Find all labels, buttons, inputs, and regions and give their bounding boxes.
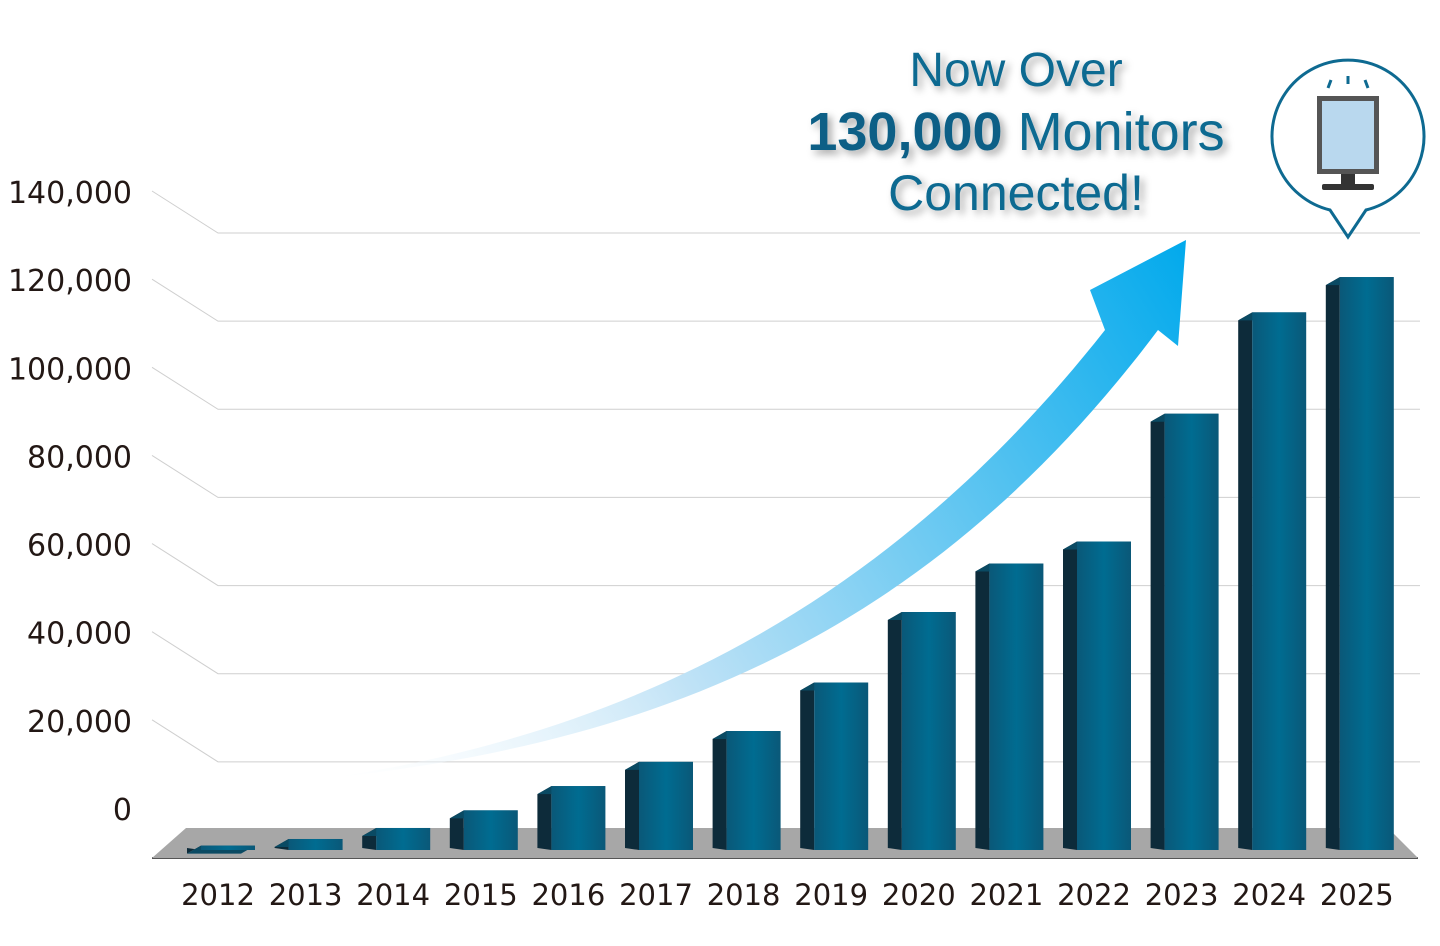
headline-monitors: Monitors [1003, 102, 1225, 162]
y-tick-label: 0 [113, 793, 132, 828]
bar-front [901, 612, 956, 850]
bar-front [989, 563, 1044, 850]
bar-2020 [887, 612, 956, 850]
x-axis-ticks: 2012 2013 2014 2015 2016 2017 2018 2019 2020 2021… [181, 878, 1394, 912]
bar-front [201, 845, 255, 850]
bar-front [639, 761, 693, 850]
x-tick-label: 2023 [1145, 878, 1219, 912]
headline-count: 130,000 [807, 102, 1002, 162]
bar-2019 [800, 682, 869, 850]
bar-side [1150, 413, 1165, 850]
y-tick-label: 100,000 [8, 352, 132, 387]
bar-2025 [1325, 277, 1394, 851]
y-tick-label: 80,000 [27, 440, 132, 475]
x-tick-label: 2024 [1232, 878, 1306, 912]
bar-front [551, 786, 606, 850]
bar-front [726, 731, 781, 850]
gridline [151, 366, 1420, 410]
bar-side [537, 786, 552, 850]
bar-2014 [362, 827, 431, 850]
x-tick-label: 2017 [619, 878, 693, 912]
x-tick-label: 2015 [444, 878, 518, 912]
y-tick-label: 140,000 [8, 176, 132, 211]
bar-side [712, 731, 727, 850]
x-tick-label: 2014 [356, 878, 430, 912]
bar-front [1339, 277, 1394, 851]
x-tick-label: 2021 [969, 878, 1043, 912]
x-tick-label: 2018 [707, 878, 781, 912]
bar-2013 [274, 838, 343, 850]
bar-side [1325, 277, 1340, 851]
monitor-callout [1270, 58, 1426, 240]
gridline [151, 543, 1420, 587]
bar-side [975, 563, 990, 850]
gridline [151, 719, 1420, 763]
growth-arrow [330, 240, 1186, 778]
bar-front [1077, 541, 1131, 850]
bar-2012 [187, 845, 255, 854]
bar-2024 [1238, 312, 1307, 850]
headline-line2: 130,000 Monitors [807, 102, 1224, 162]
bar-2015 [449, 810, 518, 850]
x-tick-label: 2012 [181, 878, 255, 912]
x-tick-label: 2022 [1057, 878, 1131, 912]
bar-front [288, 838, 343, 850]
headline-line3: Connected! [888, 165, 1144, 221]
bar-2023 [1150, 413, 1219, 850]
y-tick-label: 60,000 [27, 529, 132, 564]
gridline [151, 190, 1420, 234]
bar-side [1238, 312, 1253, 850]
x-tick-label: 2016 [531, 878, 605, 912]
bar-side [800, 682, 815, 850]
bar-side [887, 612, 902, 850]
y-tick-label: 40,000 [27, 617, 132, 652]
y-tick-label: 120,000 [8, 264, 132, 299]
bar-front [376, 827, 431, 850]
x-tick-label: 2020 [882, 878, 956, 912]
bar-2017 [625, 761, 693, 850]
gridline [151, 455, 1420, 498]
y-tick-label: 20,000 [27, 705, 132, 740]
x-tick-label: 2019 [794, 878, 868, 912]
bar-side [449, 810, 464, 850]
bars-group [187, 277, 1394, 854]
x-tick-label: 2025 [1320, 878, 1394, 912]
bar-2021 [975, 563, 1044, 850]
bar-2018 [712, 731, 781, 850]
bar-front [463, 810, 518, 850]
bar-front [1164, 413, 1219, 850]
bar-side [1063, 541, 1077, 850]
y-axis-ticks: 0 20,000 40,000 60,000 80,000 100,000 120,000 1… [8, 176, 132, 828]
monitor-icon [1317, 76, 1379, 190]
bar-front [814, 682, 869, 850]
gridline [151, 278, 1420, 322]
x-tick-label: 2013 [269, 878, 343, 912]
bar-front [1252, 312, 1307, 850]
headline: Now Over 130,000 Monitors Connected! [807, 44, 1224, 221]
bar-side [625, 761, 639, 850]
bar-2022 [1063, 541, 1131, 850]
headline-line1: Now Over [909, 44, 1122, 97]
bar-2016 [537, 786, 606, 850]
gridlines [151, 190, 1420, 859]
